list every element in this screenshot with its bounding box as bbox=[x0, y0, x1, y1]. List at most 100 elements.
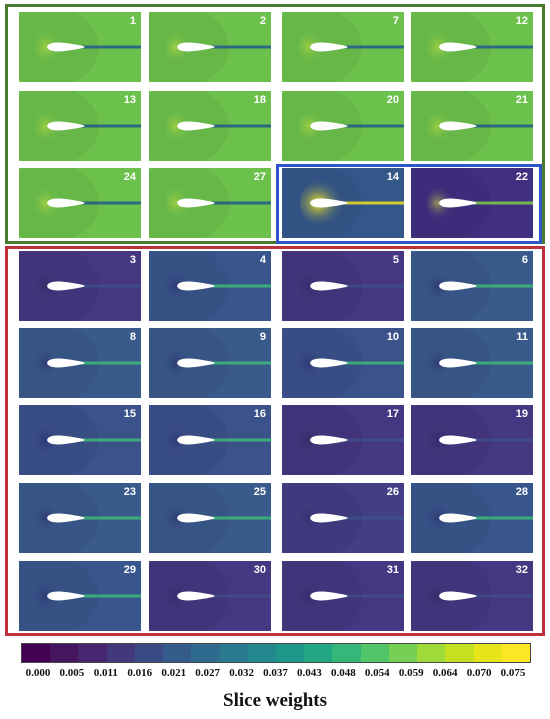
wake-line bbox=[79, 284, 141, 288]
slice-tile: 18 bbox=[149, 91, 271, 161]
slice-tile: 28 bbox=[411, 483, 533, 553]
airfoil-shape bbox=[439, 121, 477, 131]
wake-line bbox=[79, 438, 141, 442]
wake-line bbox=[209, 516, 271, 520]
flow-field bbox=[149, 251, 271, 321]
wake-line bbox=[471, 361, 533, 365]
slice-number: 16 bbox=[253, 408, 266, 420]
wake-line bbox=[342, 438, 404, 442]
slice-number: 23 bbox=[123, 486, 136, 498]
slice-number: 29 bbox=[123, 564, 136, 576]
slice-tile: 22 bbox=[411, 168, 533, 238]
slice-number: 31 bbox=[386, 564, 399, 576]
wake-line bbox=[471, 284, 533, 288]
colorbar-tick-label: 0.000 bbox=[25, 667, 51, 679]
slice-tile: 31 bbox=[282, 561, 404, 631]
flow-field bbox=[19, 251, 141, 321]
colorbar-tick-label: 0.027 bbox=[195, 667, 221, 679]
wake-line bbox=[471, 438, 533, 442]
wake-line bbox=[79, 124, 141, 128]
colorbar-swatch bbox=[163, 644, 192, 662]
airfoil-shape bbox=[439, 591, 477, 601]
colorbar-swatch bbox=[134, 644, 164, 662]
airfoil-shape bbox=[177, 42, 215, 52]
airfoil-shape bbox=[177, 121, 215, 131]
colorbar-tick-label: 0.054 bbox=[364, 667, 390, 679]
flow-field bbox=[411, 12, 533, 82]
colorbar-swatch bbox=[388, 644, 418, 662]
flow-field bbox=[149, 12, 271, 82]
slice-tile: 13 bbox=[19, 91, 141, 161]
airfoil-shape bbox=[47, 281, 85, 291]
colorbar-swatch bbox=[50, 644, 79, 662]
wake-line bbox=[471, 124, 533, 128]
colorbar-swatch bbox=[304, 644, 333, 662]
slice-tile: 3 bbox=[19, 251, 141, 321]
slice-tile: 7 bbox=[282, 12, 404, 82]
flow-field bbox=[19, 561, 141, 631]
colorbar-swatch bbox=[275, 644, 305, 662]
wake-line bbox=[342, 201, 404, 205]
slice-number: 24 bbox=[123, 171, 136, 183]
airfoil-shape bbox=[47, 513, 85, 523]
slice-number: 17 bbox=[386, 408, 399, 420]
airfoil-shape bbox=[47, 121, 85, 131]
slice-tile: 2 bbox=[149, 12, 271, 82]
flow-field bbox=[282, 561, 404, 631]
colorbar-tick-label: 0.005 bbox=[59, 667, 85, 679]
slice-number: 7 bbox=[392, 15, 399, 27]
slice-tile: 16 bbox=[149, 405, 271, 475]
flow-field bbox=[149, 168, 271, 238]
colorbar-title: Slice weights bbox=[223, 690, 327, 711]
slice-tile: 15 bbox=[19, 405, 141, 475]
colorbar-swatch bbox=[360, 644, 389, 662]
slice-tile: 32 bbox=[411, 561, 533, 631]
airfoil-shape bbox=[310, 358, 348, 368]
flow-field bbox=[19, 328, 141, 398]
wake-line bbox=[471, 201, 533, 205]
wake-line bbox=[209, 45, 271, 49]
airfoil-shape bbox=[177, 591, 215, 601]
colorbar-swatch bbox=[191, 644, 220, 662]
blue-group-box bbox=[276, 164, 542, 244]
wake-line bbox=[471, 45, 533, 49]
colorbar-swatch bbox=[417, 644, 446, 662]
slice-number: 15 bbox=[123, 408, 136, 420]
wake-line bbox=[79, 516, 141, 520]
slice-tile: 1 bbox=[19, 12, 141, 82]
airfoil-shape bbox=[47, 198, 85, 208]
wake-line bbox=[209, 124, 271, 128]
colorbar bbox=[21, 643, 531, 663]
flow-field bbox=[282, 91, 404, 161]
colorbar-swatch bbox=[247, 644, 276, 662]
wake-line bbox=[209, 594, 271, 598]
colorbar-ticks: 0.000 0.005 0.011 0.016 0.021 0.027 0.032 0.037… bbox=[21, 667, 531, 681]
airfoil-shape bbox=[439, 281, 477, 291]
flow-field bbox=[282, 328, 404, 398]
airfoil-shape bbox=[439, 198, 477, 208]
wake-line bbox=[342, 284, 404, 288]
wake-line bbox=[79, 45, 141, 49]
wake-line bbox=[79, 201, 141, 205]
airfoil-shape bbox=[310, 198, 348, 208]
slice-tile: 10 bbox=[282, 328, 404, 398]
flow-field bbox=[282, 251, 404, 321]
wake-line bbox=[342, 45, 404, 49]
airfoil-shape bbox=[310, 435, 348, 445]
flow-field bbox=[19, 168, 141, 238]
flow-field bbox=[411, 328, 533, 398]
colorbar-tick-label: 0.048 bbox=[330, 667, 356, 679]
slice-tile: 9 bbox=[149, 328, 271, 398]
slice-number: 19 bbox=[515, 408, 528, 420]
airfoil-shape bbox=[310, 42, 348, 52]
slice-tile: 20 bbox=[282, 91, 404, 161]
flow-field bbox=[411, 405, 533, 475]
colorbar-tick-label: 0.037 bbox=[263, 667, 288, 679]
wake-line bbox=[342, 124, 404, 128]
airfoil-shape bbox=[310, 513, 348, 523]
wake-line bbox=[209, 361, 271, 365]
slice-number: 2 bbox=[259, 15, 266, 27]
slice-number: 30 bbox=[253, 564, 266, 576]
airfoil-shape bbox=[439, 358, 477, 368]
slice-tile: 24 bbox=[19, 168, 141, 238]
